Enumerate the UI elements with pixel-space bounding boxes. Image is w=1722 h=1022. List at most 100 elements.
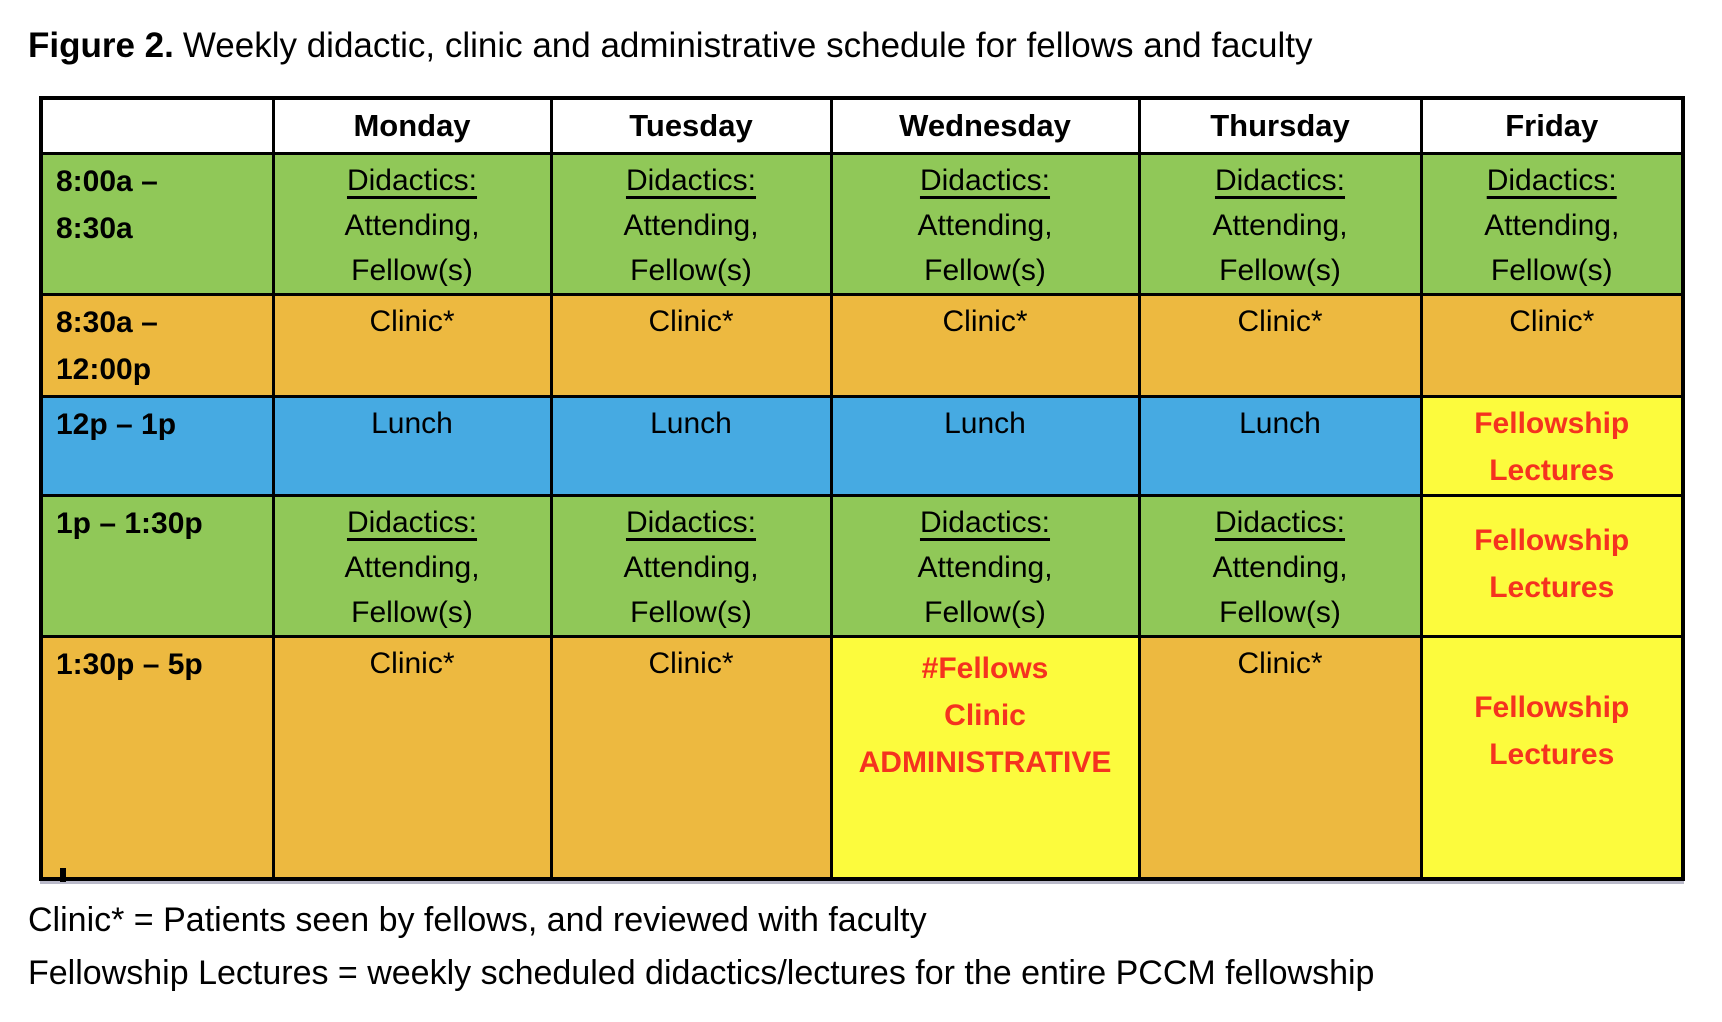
- cell-content: Clinic*: [276, 639, 548, 686]
- time-cell-row-4: 1:30p – 5p: [39, 634, 275, 881]
- cell-friday-didactics: Didactics: Attending, Fellow(s): [1419, 151, 1685, 296]
- cell-thursday-lunch: Lunch: [1137, 394, 1423, 497]
- cell-text-line: Didactics:: [625, 505, 757, 539]
- time-cell-row-3: 1p – 1:30p: [39, 493, 275, 638]
- cell-text-line: Lunch: [944, 406, 1026, 440]
- time-label: 1:30p – 5p: [44, 639, 270, 688]
- cell-text-line: Fellow(s): [1490, 253, 1613, 287]
- cell-friday-clinic: Clinic*: [1419, 292, 1685, 398]
- cell-text-line: Fellow(s): [1219, 595, 1341, 629]
- cell-text-line: Fellow(s): [351, 253, 473, 287]
- cell-text-line: Attending,: [1212, 208, 1348, 242]
- cell-content: Didactics: Attending, Fellow(s): [1142, 156, 1418, 291]
- time-cell-row-0: 8:00a – 8:30a: [39, 151, 275, 296]
- cell-text-line: Didactics:: [1486, 163, 1617, 197]
- day-header-wednesday: Wednesday: [829, 96, 1141, 155]
- cell-wednesday-didactics: Didactics: Attending, Fellow(s): [829, 151, 1141, 296]
- cell-monday-didactics: Didactics: Attending, Fellow(s): [271, 493, 553, 638]
- cell-text-line: Fellow(s): [630, 253, 752, 287]
- cell-text-line: Fellow(s): [630, 595, 752, 629]
- figure-caption: Weekly didactic, clinic and administrati…: [182, 26, 1313, 65]
- cell-content: Didactics: Attending, Fellow(s): [276, 156, 548, 291]
- cell-text-line: Didactics:: [346, 505, 478, 539]
- cell-tuesday-didactics: Didactics: Attending, Fellow(s): [549, 151, 833, 296]
- cell-text-line: Fellow(s): [924, 595, 1046, 629]
- day-header-tuesday: Tuesday: [549, 96, 833, 155]
- cell-content: Didactics: Attending, Fellow(s): [1142, 498, 1418, 633]
- cell-text-line: Attending,: [917, 550, 1053, 584]
- cell-thursday-didactics: Didactics: Attending, Fellow(s): [1137, 151, 1423, 296]
- schedule-table: Monday Tuesday Wednesday Thursday Friday 8:00…: [39, 96, 1685, 881]
- cell-text-line: Attending,: [917, 208, 1053, 242]
- cell-text-line: Clinic*: [1237, 646, 1323, 680]
- cell-text-line: #Fellows: [921, 651, 1049, 685]
- cell-content: Didactics: Attending, Fellow(s): [554, 156, 828, 291]
- schedule-row-0: 8:00a – 8:30a Didactics: Attending, Fellow(s…: [39, 151, 1685, 296]
- stray-mark: [60, 868, 66, 882]
- cell-text-line: Attending,: [344, 550, 480, 584]
- cell-content: Fellowship Lectures: [1424, 639, 1680, 778]
- cell-text-line: Didactics:: [919, 505, 1051, 539]
- cell-text-line: Lectures: [1489, 570, 1615, 604]
- cell-content: Fellowship Lectures: [1424, 498, 1680, 611]
- cell-text-line: Didactics:: [625, 163, 757, 197]
- cell-text-line: Didactics:: [919, 163, 1051, 197]
- cell-text-line: Clinic: [944, 698, 1026, 732]
- cell-text-line: Attending,: [623, 208, 759, 242]
- cell-text-line: Fellow(s): [1219, 253, 1341, 287]
- cell-wednesday-didactics: Didactics: Attending, Fellow(s): [829, 493, 1141, 638]
- time-text-line: 8:30a –: [56, 305, 158, 339]
- cell-wednesday-lunch: Lunch: [829, 394, 1141, 497]
- cell-monday-lunch: Lunch: [271, 394, 553, 497]
- cell-text-line: Fellow(s): [351, 595, 473, 629]
- cell-content: Clinic*: [276, 297, 548, 344]
- schedule-row-3: 1p – 1:30p Didactics: Attending, Fellow(s) D…: [39, 493, 1685, 638]
- figure-title: Figure 2. Weekly didactic, clinic and adm…: [28, 26, 1312, 66]
- cell-content: Lunch: [554, 399, 828, 446]
- cell-content: Clinic*: [834, 297, 1136, 344]
- cell-text-line: Clinic*: [1237, 304, 1323, 338]
- cell-text-line: Didactics:: [1214, 163, 1346, 197]
- cell-monday-clinic: Clinic*: [271, 634, 553, 881]
- cell-content: Didactics: Attending, Fellow(s): [554, 498, 828, 633]
- cell-wednesday-clinic: Clinic*: [829, 292, 1141, 398]
- cell-tuesday-clinic: Clinic*: [549, 292, 833, 398]
- time-text-line: 8:00a –: [56, 164, 158, 198]
- schedule-row-4: 1:30p – 5p Clinic* Clinic* #Fellows Clinic AD…: [39, 634, 1685, 881]
- time-label: 8:00a – 8:30a: [44, 156, 270, 252]
- time-text-line: 12p – 1p: [56, 407, 177, 441]
- cell-tuesday-lunch: Lunch: [549, 394, 833, 497]
- time-text-line: 8:30a: [56, 211, 133, 245]
- cell-text-line: ADMINISTRATIVE: [858, 745, 1112, 779]
- cell-content: Fellowship Lectures: [1424, 399, 1680, 492]
- cell-content: Clinic*: [1424, 297, 1680, 344]
- cell-text-line: Didactics:: [346, 163, 478, 197]
- time-cell-row-1: 8:30a – 12:00p: [39, 292, 275, 398]
- cell-content: Didactics: Attending, Fellow(s): [834, 156, 1136, 291]
- schedule-header-row: Monday Tuesday Wednesday Thursday Friday: [39, 96, 1685, 155]
- cell-content: Lunch: [834, 399, 1136, 446]
- cell-text-line: Fellowship: [1474, 690, 1630, 724]
- figure-legend: Clinic* = Patients seen by fellows, and …: [28, 894, 1374, 1000]
- day-header-monday: Monday: [271, 96, 553, 155]
- time-label: 1p – 1:30p: [44, 498, 270, 547]
- cell-text-line: Clinic*: [369, 304, 455, 338]
- cell-friday-fellowship: Fellowship Lectures: [1419, 493, 1685, 638]
- cell-content: #Fellows Clinic ADMINISTRATIVE: [834, 639, 1136, 786]
- cell-text-line: Lectures: [1489, 453, 1615, 487]
- legend-fellowship-definition: Fellowship Lectures = weekly scheduled d…: [28, 954, 1375, 992]
- cell-text-line: Clinic*: [648, 646, 734, 680]
- cell-content: Clinic*: [554, 297, 828, 344]
- cell-text-line: Lectures: [1489, 737, 1615, 771]
- day-header-friday: Friday: [1419, 96, 1685, 155]
- schedule-row-1: 8:30a – 12:00p Clinic* Clinic* Clinic* Clinic…: [39, 292, 1685, 398]
- cell-tuesday-didactics: Didactics: Attending, Fellow(s): [549, 493, 833, 638]
- cell-content: Didactics: Attending, Fellow(s): [834, 498, 1136, 633]
- cell-content: Lunch: [1142, 399, 1418, 446]
- cell-text-line: Fellowship: [1474, 523, 1630, 557]
- cell-thursday-clinic: Clinic*: [1137, 292, 1423, 398]
- cell-content: Clinic*: [1142, 639, 1418, 686]
- cell-text-line: Clinic*: [942, 304, 1028, 338]
- time-label: 8:30a – 12:00p: [44, 297, 270, 393]
